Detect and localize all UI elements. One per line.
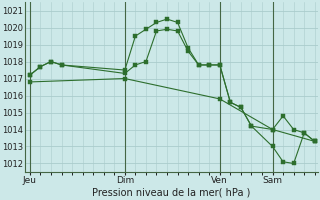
X-axis label: Pression niveau de la mer( hPa ): Pression niveau de la mer( hPa ) bbox=[92, 188, 251, 198]
